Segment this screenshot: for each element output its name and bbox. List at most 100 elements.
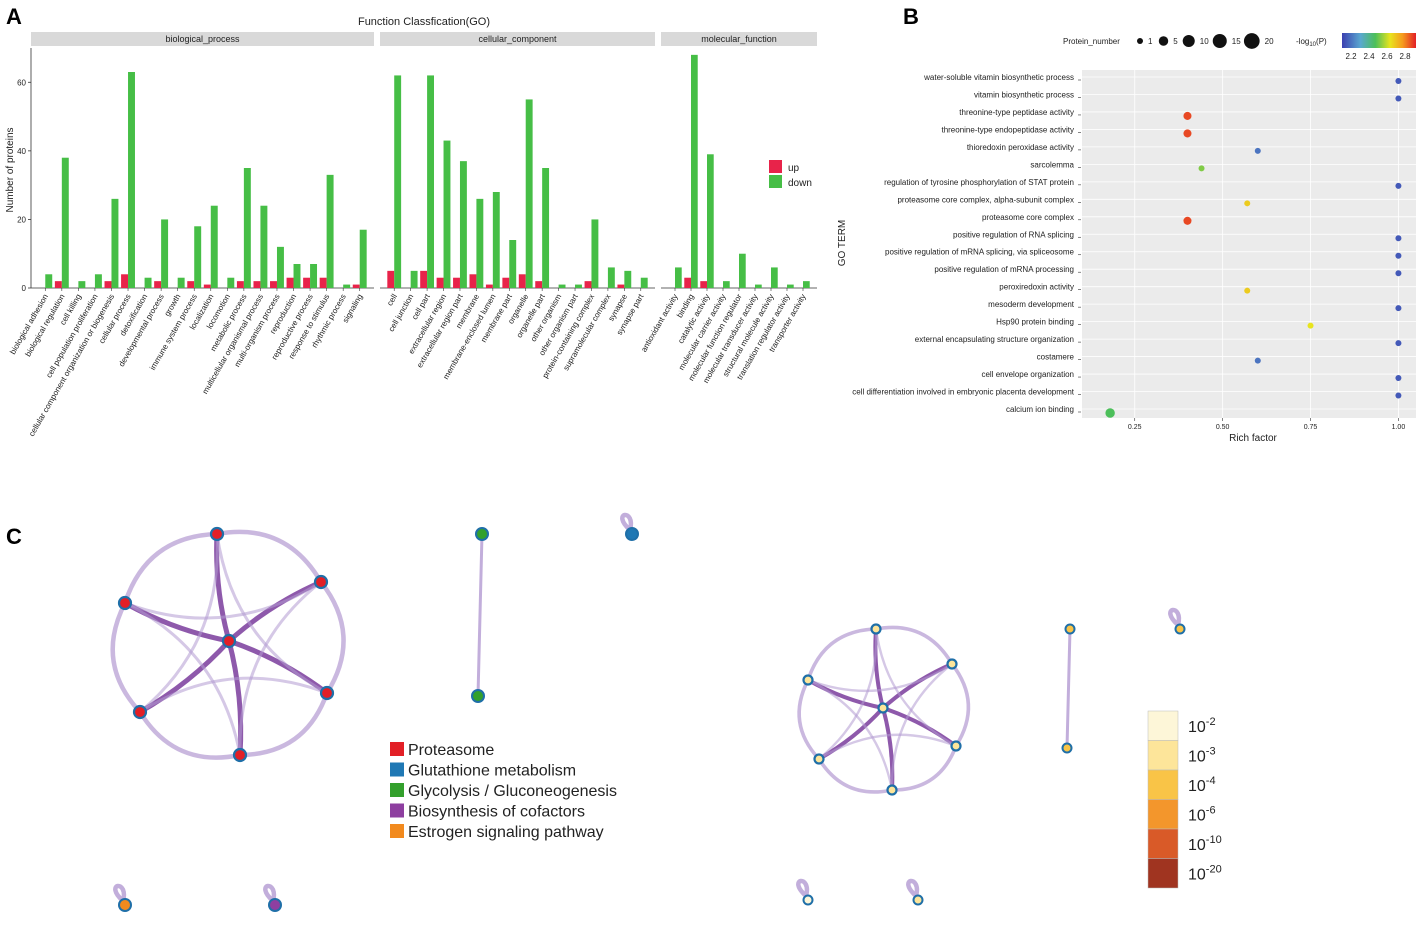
bar-down xyxy=(723,281,730,288)
bar-down xyxy=(755,284,762,288)
network-node xyxy=(313,574,329,590)
network-self-loop xyxy=(1168,607,1182,627)
size-legend-label: 1 xyxy=(1148,37,1153,46)
dotplot-point xyxy=(1395,340,1402,347)
pvalue-legend-swatch xyxy=(1147,858,1179,889)
legend-up-swatch xyxy=(769,160,782,173)
network-node xyxy=(813,753,825,765)
network-node xyxy=(232,747,248,763)
facet-strip xyxy=(380,32,655,46)
pvalue-legend-swatch xyxy=(1147,740,1179,771)
network-node xyxy=(877,702,889,714)
size-legend-title: Protein_number xyxy=(1063,37,1120,46)
bar-up xyxy=(469,274,477,288)
dotplot-point xyxy=(1244,287,1251,294)
network-edge xyxy=(318,579,346,696)
network-node xyxy=(870,623,882,635)
network-node xyxy=(625,527,639,541)
go-term-label: sarcolemma xyxy=(1030,160,1074,169)
dotplot-point xyxy=(1395,235,1402,242)
bar-down xyxy=(410,270,418,288)
network-node xyxy=(118,898,132,912)
size-legend-dot xyxy=(1158,36,1169,46)
panel-label-a: A xyxy=(6,4,22,29)
go-term-label: thioredoxin peroxidase activity xyxy=(967,143,1074,152)
bar-up xyxy=(485,284,493,288)
bar-up xyxy=(535,281,543,288)
pvalue-legend-swatch xyxy=(1147,710,1179,741)
go-term-label: positive regulation of mRNA processing xyxy=(934,265,1074,274)
bar-down xyxy=(787,284,794,288)
network-self-loop xyxy=(113,883,127,903)
go-term-label: proteasome core complex, alpha-subunit c… xyxy=(897,195,1074,204)
network-edge xyxy=(950,662,971,748)
bar-down xyxy=(707,154,714,288)
bar-down xyxy=(210,205,218,288)
color-legend-tick-label: 2.4 xyxy=(1363,52,1375,61)
pvalue-legend-swatch xyxy=(1147,769,1179,800)
network-edge xyxy=(137,709,243,760)
pvalue-legend-label: 10-6 xyxy=(1188,805,1216,825)
pvalue-legend-swatch xyxy=(1147,799,1179,830)
bar-category-label: cell xyxy=(385,292,399,307)
pathway-legend-label: Glutathione metabolism xyxy=(408,763,576,780)
bar-up xyxy=(617,284,625,288)
bar-up xyxy=(253,281,261,288)
network-self-loop xyxy=(796,878,810,898)
dotplot-point xyxy=(1254,147,1261,154)
bar-down xyxy=(575,284,582,288)
network-node xyxy=(221,633,237,649)
bar-up xyxy=(584,281,592,288)
network-edge xyxy=(874,625,954,666)
dotplot-point xyxy=(1105,408,1115,418)
network-node xyxy=(886,784,898,796)
network-edge xyxy=(797,678,821,761)
bar-up xyxy=(203,284,211,288)
bar-up xyxy=(684,277,691,288)
bar-down xyxy=(194,226,202,288)
dotplot-x-tick-label: 0.75 xyxy=(1304,424,1318,431)
color-legend-bar xyxy=(1342,33,1416,48)
go-term-label: external encapsulating structure organiz… xyxy=(915,335,1074,344)
bar-y-tick-label: 20 xyxy=(17,215,26,224)
dotplot-x-tick-label: 1.00 xyxy=(1392,424,1406,431)
bar-up xyxy=(453,277,460,288)
bar-down xyxy=(326,174,334,288)
bar-down xyxy=(359,229,367,288)
bar-down xyxy=(675,267,682,288)
bar-down xyxy=(111,198,119,288)
bar-down xyxy=(94,274,102,288)
bar-down xyxy=(243,168,251,288)
bar-down xyxy=(691,54,698,288)
network-edge xyxy=(806,678,894,792)
dotplot-background xyxy=(1082,70,1416,418)
bar-down xyxy=(476,198,484,288)
go-term-label: calcium ion binding xyxy=(1006,405,1074,414)
go-term-label: threonine-type endopeptidase activity xyxy=(941,125,1074,134)
network-edge xyxy=(138,532,219,714)
go-term-label: mesoderm development xyxy=(988,300,1075,309)
network-edge xyxy=(237,690,330,758)
dotplot-y-label: GO TERM xyxy=(837,220,848,266)
go-term-label: positive regulation of RNA splicing xyxy=(953,230,1074,239)
go-term-label: water-soluble vitamin biosynthetic proce… xyxy=(923,73,1074,82)
go-term-label: Hsp90 protein binding xyxy=(996,318,1074,327)
bar-down xyxy=(310,264,318,288)
network-edge xyxy=(890,662,954,792)
bar-down xyxy=(293,264,301,288)
size-legend-dot xyxy=(1243,33,1260,49)
go-term-label: threonine-type peptidase activity xyxy=(959,108,1074,117)
pathway-legend-swatch xyxy=(390,742,404,756)
bar-down xyxy=(343,284,351,288)
bar-up xyxy=(700,281,707,288)
network-node xyxy=(946,658,958,670)
network-edge xyxy=(817,733,958,761)
size-legend-dot xyxy=(1212,33,1227,49)
bar-down xyxy=(509,240,517,288)
bar-down xyxy=(739,253,746,288)
pathway-legend-label: Glycolysis / Gluconeogenesis xyxy=(408,783,617,800)
bar-up xyxy=(121,274,129,288)
bar-down xyxy=(276,246,284,288)
network-edge xyxy=(806,662,954,693)
bar-chart-title: Function Classfication(GO) xyxy=(358,16,490,28)
